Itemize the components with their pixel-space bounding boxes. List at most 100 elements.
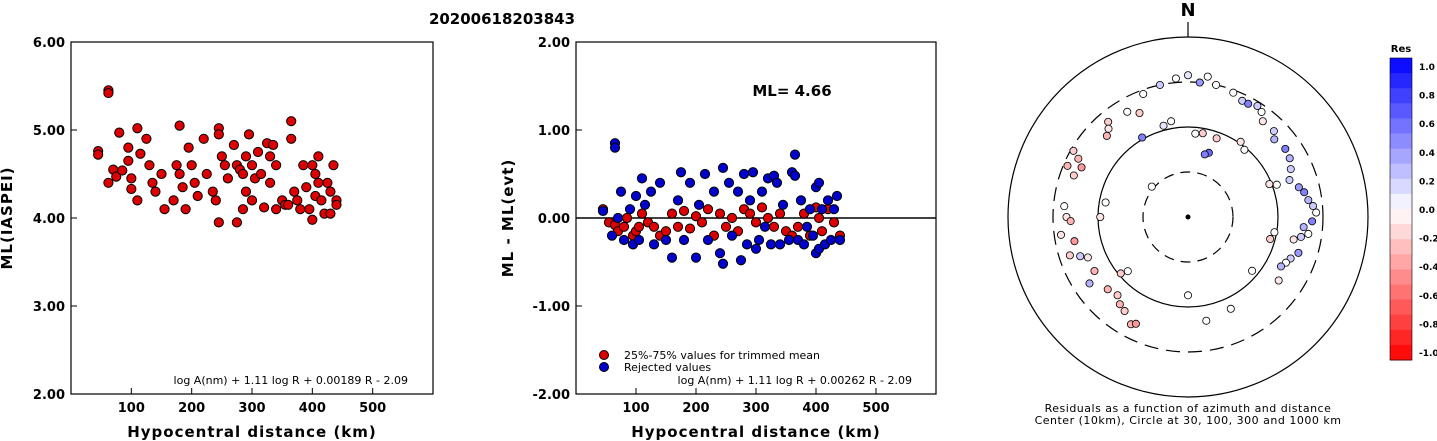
legend-label-trimmed: 25%-75% values for trimmed mean	[624, 349, 820, 362]
data-point	[744, 195, 756, 206]
polar-caption-line1: Residuals as a function of azimuth and d…	[1045, 402, 1332, 415]
data-point	[159, 204, 170, 215]
station-residual-point	[1135, 109, 1144, 118]
data-point	[672, 195, 684, 206]
x-tick-label: 500	[359, 401, 386, 416]
data-point	[174, 168, 185, 180]
data-point	[237, 204, 249, 215]
y-tick-label: -1.00	[533, 300, 570, 315]
data-point	[726, 212, 738, 224]
station-residual-point	[1212, 134, 1221, 143]
data-point	[271, 204, 282, 215]
colorbar-cell	[1390, 193, 1412, 210]
colorbar-cell	[1390, 329, 1412, 346]
plot-frame	[70, 41, 434, 395]
data-point	[240, 151, 252, 162]
data-point	[597, 205, 609, 217]
data-point	[246, 195, 258, 206]
data-point	[265, 151, 276, 162]
data-point	[123, 155, 134, 166]
data-point	[126, 183, 137, 195]
station-residual-point	[1276, 262, 1285, 271]
station-residual-point	[1281, 144, 1290, 153]
x-tick-label: 300	[742, 401, 769, 416]
data-point	[774, 239, 786, 250]
legend-label-rejected: Rejected values	[624, 361, 711, 374]
station-residual-point	[1138, 133, 1147, 142]
station-residual-point	[1297, 232, 1306, 241]
data-point	[331, 199, 342, 210]
data-point	[144, 160, 155, 171]
station-residual-point	[1065, 251, 1074, 260]
data-point	[180, 204, 191, 215]
x-tick-label: 200	[682, 401, 709, 416]
data-point	[316, 195, 327, 206]
data-point	[684, 177, 696, 188]
data-point	[834, 234, 846, 246]
data-point	[714, 248, 726, 259]
station-residual-point	[1294, 183, 1303, 192]
data-point	[258, 202, 270, 213]
data-point	[150, 186, 161, 197]
data-point	[618, 221, 630, 232]
station-residual-point	[1270, 135, 1279, 144]
y-tick-label: 0.00	[538, 212, 570, 227]
data-point	[816, 204, 828, 215]
station-residual-point	[1147, 182, 1156, 191]
legend-swatch-rejected	[599, 362, 609, 372]
data-point	[696, 217, 708, 228]
data-point	[93, 149, 104, 160]
data-point	[210, 195, 221, 206]
data-point	[177, 182, 188, 193]
station-residual-point	[1083, 253, 1092, 262]
data-point	[213, 217, 224, 228]
formula-label: log A(nm) + 1.11 log R + 0.00189 R - 2.0…	[174, 374, 408, 387]
data-point	[813, 212, 825, 224]
data-point	[750, 217, 762, 228]
station-residual-point	[1104, 117, 1113, 126]
colorbar-tick-label: 0.0	[1419, 206, 1435, 216]
x-tick-label: 400	[802, 401, 829, 416]
data-point	[313, 151, 324, 162]
station-residual-point	[1300, 188, 1309, 197]
station-residual-point	[1085, 279, 1094, 288]
y-tick-label: 5.00	[33, 124, 65, 139]
data-point	[240, 186, 252, 197]
station-residual-point	[1120, 307, 1129, 316]
data-point	[771, 177, 783, 188]
station-residual-point	[1077, 163, 1086, 172]
data-point	[639, 199, 651, 210]
y-tick-label: 6.00	[33, 36, 65, 51]
colorbar-tick-label: -1.0	[1419, 349, 1437, 359]
data-point	[750, 243, 762, 254]
data-point	[702, 204, 714, 215]
colorbar-cell	[1390, 163, 1412, 180]
y-tick-label: -2.00	[533, 388, 570, 403]
data-point	[271, 160, 282, 171]
y-tick-label: 2.00	[538, 36, 570, 51]
data-point	[666, 208, 678, 219]
data-point	[660, 234, 672, 246]
station-residual-point	[1240, 145, 1249, 154]
station-residual-point	[1274, 276, 1283, 285]
data-point	[609, 142, 621, 153]
data-point	[126, 173, 137, 184]
data-point	[243, 129, 255, 140]
data-point	[690, 211, 702, 222]
data-point	[693, 199, 705, 210]
data-point	[795, 195, 807, 206]
magnitude-vs-distance-chart: 100 200 300 400 500 2.00 3.00 4.00 5.00 6.00 Hypo…	[0, 36, 434, 441]
data-point	[156, 168, 167, 180]
station-residual-point	[1184, 71, 1193, 80]
colorbar-cell	[1390, 103, 1412, 119]
data-point	[645, 186, 657, 197]
data-point	[726, 230, 738, 241]
data-point	[825, 234, 837, 246]
data-point	[789, 149, 801, 160]
data-point	[732, 186, 744, 197]
data-point	[219, 160, 230, 171]
data-point	[741, 239, 753, 250]
colorbar-cell	[1390, 284, 1412, 301]
data-point	[192, 190, 203, 202]
colorbar-cell	[1390, 224, 1412, 240]
